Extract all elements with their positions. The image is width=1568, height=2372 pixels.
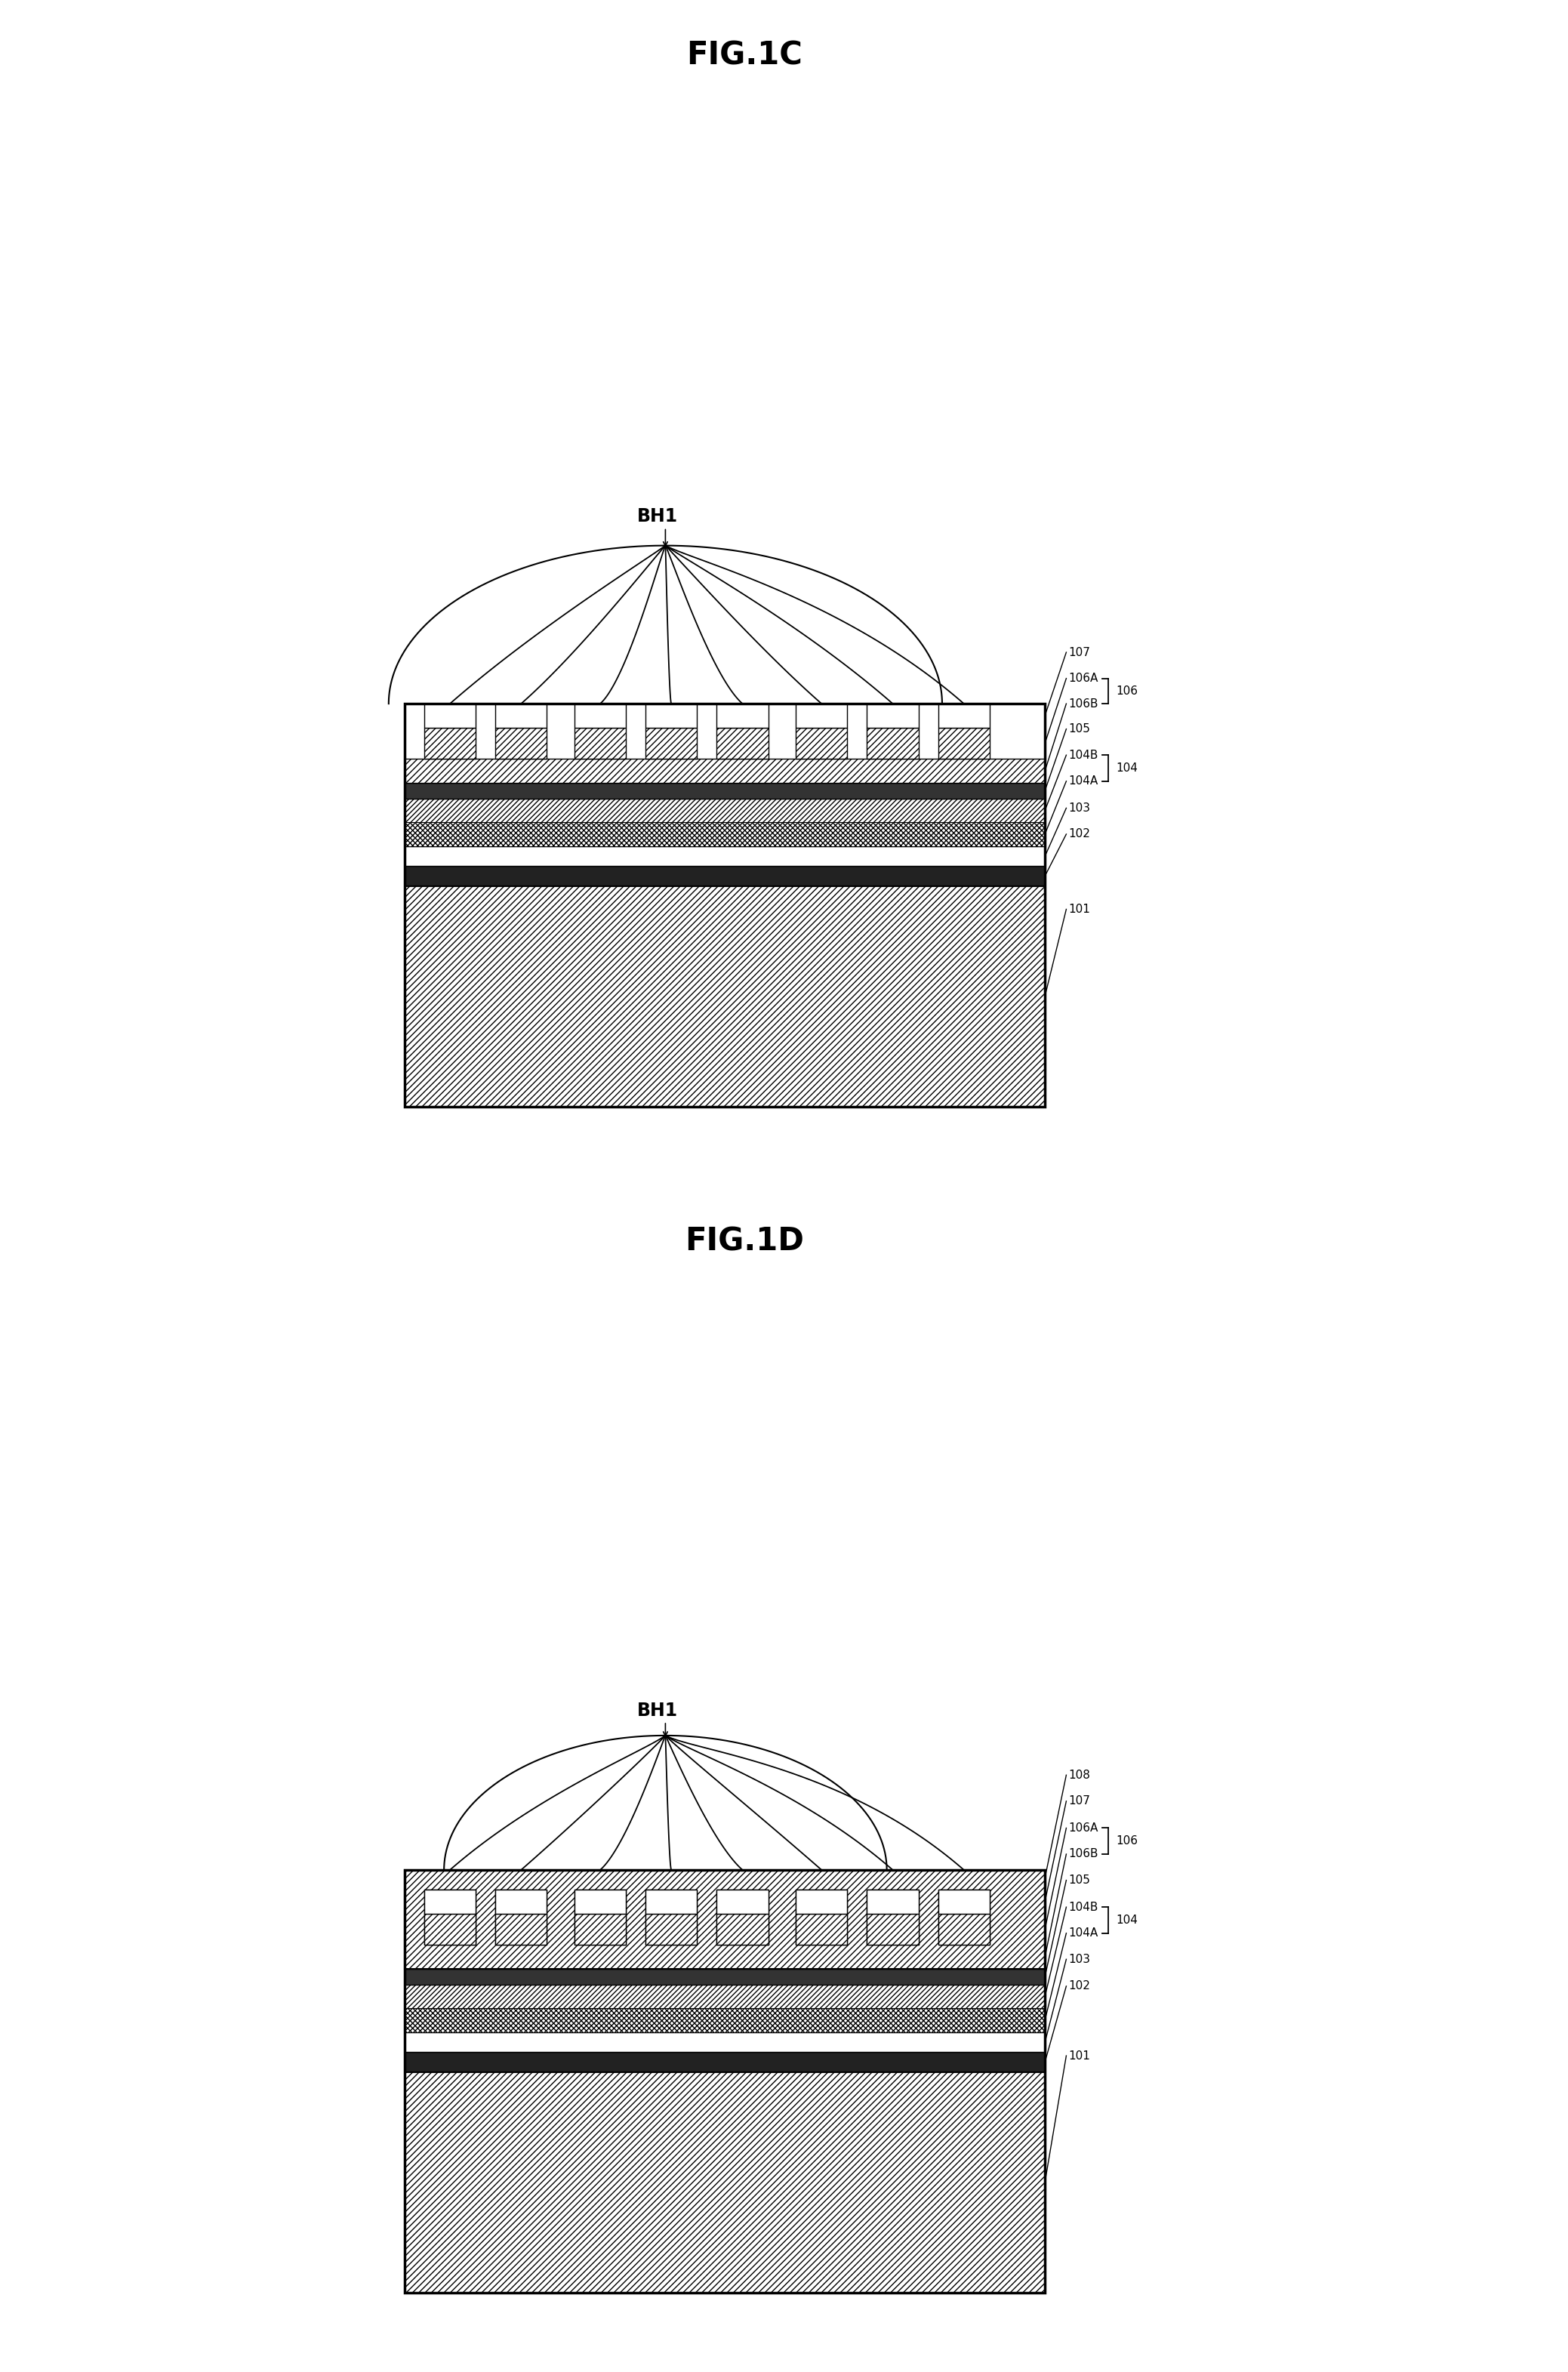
Text: 103: 103 [1069, 1955, 1090, 1964]
Bar [797, 704, 847, 728]
Bar [495, 1890, 547, 1914]
Bar [495, 1914, 547, 1945]
Bar [425, 1914, 475, 1945]
Bar [425, 1914, 475, 1945]
Bar [425, 1890, 475, 1914]
Bar [938, 1890, 989, 1914]
Text: 104B: 104B [1069, 1902, 1098, 1912]
Bar [797, 1914, 847, 1945]
Text: 104A: 104A [1069, 1928, 1098, 1938]
Text: 106A: 106A [1069, 674, 1098, 683]
Text: 101: 101 [1069, 904, 1090, 916]
Text: 108: 108 [1069, 1770, 1090, 1781]
Bar [574, 1914, 626, 1945]
Bar [797, 1914, 847, 1945]
Bar [938, 728, 989, 759]
Bar [646, 704, 698, 728]
Bar [717, 1914, 768, 1945]
Text: 107: 107 [1069, 648, 1090, 657]
Bar [405, 1985, 1044, 2009]
Text: 102: 102 [1069, 828, 1090, 840]
Bar [405, 866, 1044, 885]
Text: 104B: 104B [1069, 750, 1098, 761]
Bar [797, 1890, 847, 1914]
Text: 104: 104 [1116, 761, 1138, 773]
Bar [646, 728, 698, 759]
Bar [938, 1890, 989, 1914]
Text: FIG.1D: FIG.1D [685, 1226, 804, 1257]
Bar [867, 1890, 919, 1914]
Bar [646, 1890, 698, 1914]
Text: 106A: 106A [1069, 1822, 1098, 1834]
Text: 102: 102 [1069, 1981, 1090, 1992]
Text: 103: 103 [1069, 802, 1090, 814]
Bar [405, 823, 1044, 847]
Bar [495, 1890, 547, 1914]
Bar [717, 1890, 768, 1914]
Text: 107: 107 [1069, 1796, 1090, 1807]
Bar [717, 1914, 768, 1945]
Bar [405, 1869, 1044, 2294]
Bar [405, 704, 1044, 1108]
Text: 104: 104 [1116, 1914, 1138, 1926]
Bar [717, 1890, 768, 1914]
Bar [405, 783, 1044, 799]
Text: 105: 105 [1069, 723, 1090, 735]
Bar [646, 1914, 698, 1945]
Bar [495, 1914, 547, 1945]
Bar [867, 1914, 919, 1945]
Bar [495, 704, 547, 728]
Bar [405, 1869, 1044, 1969]
Bar [574, 1890, 626, 1914]
Bar [938, 704, 989, 728]
Bar [867, 1914, 919, 1945]
Text: 101: 101 [1069, 2049, 1090, 2061]
Text: 105: 105 [1069, 1874, 1090, 1886]
Bar [405, 885, 1044, 1108]
Bar [717, 728, 768, 759]
Bar [425, 728, 475, 759]
Text: 104A: 104A [1069, 776, 1098, 788]
Bar [797, 728, 847, 759]
Bar [405, 799, 1044, 823]
Bar [938, 1914, 989, 1945]
Bar [574, 728, 626, 759]
Text: FIG.1C: FIG.1C [687, 40, 803, 71]
Bar [646, 1890, 698, 1914]
Bar [574, 704, 626, 728]
Text: 106B: 106B [1069, 697, 1099, 709]
Bar [867, 704, 919, 728]
Bar [938, 1914, 989, 1945]
Bar [574, 1914, 626, 1945]
Bar [425, 1890, 475, 1914]
Bar [405, 2052, 1044, 2071]
Bar [495, 728, 547, 759]
Text: 106: 106 [1116, 1836, 1138, 1848]
Bar [797, 1890, 847, 1914]
Bar [717, 704, 768, 728]
Bar [405, 2071, 1044, 2294]
Bar [405, 759, 1044, 783]
Bar [425, 704, 475, 728]
Text: BH1: BH1 [637, 508, 677, 527]
Text: 106B: 106B [1069, 1848, 1099, 1860]
Bar [867, 728, 919, 759]
Text: 106: 106 [1116, 686, 1138, 697]
Bar [405, 847, 1044, 866]
Bar [405, 2009, 1044, 2033]
Bar [405, 1945, 1044, 1969]
Bar [405, 1969, 1044, 1985]
Text: BH1: BH1 [637, 1701, 677, 1720]
Bar [405, 2033, 1044, 2052]
Bar [646, 1914, 698, 1945]
Bar [867, 1890, 919, 1914]
Bar [574, 1890, 626, 1914]
